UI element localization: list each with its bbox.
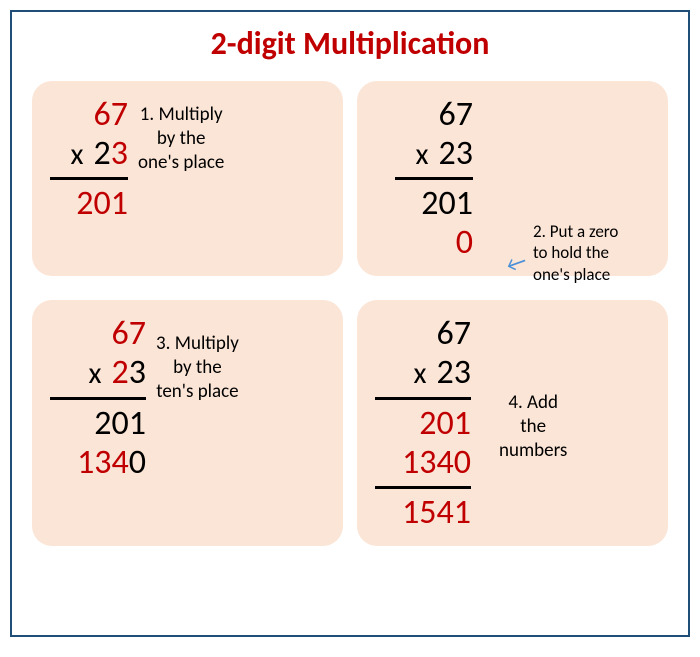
rule [375,397,471,400]
panel-grid: 67 x23 201 1. Multiply by the one's plac… [32,81,668,546]
rule [50,177,128,180]
p3-r1: 201 [94,404,146,443]
note-step-3: 3. Multiply by the ten's place [156,332,239,403]
rule [50,397,146,400]
note-step-2: 2. Put a zero to hold the one's place [533,221,618,285]
math-block-1: 67 x23 201 [50,95,128,223]
p4-top: 67 [437,314,471,353]
math-block-4: 67 x23 201 1340 1541 [375,314,471,531]
p1-top-d1: 6 [94,94,111,135]
p3-r2-0: 0 [129,442,146,483]
panel-step-4: 67 x23 201 1340 1541 4. Add the numbers [357,300,668,545]
page-title: 2-digit Multiplication [32,24,668,63]
p1-bot-d1: 2 [94,133,111,174]
times-sign: x [89,355,112,392]
panel-step-2: 67 x23 201 0 ↙ 2. Put a zero to hold the… [357,81,668,276]
math-block-2: 67 x23 201 0 [395,95,473,262]
p4-r2: 1340 [402,443,471,482]
panel-step-1: 67 x23 201 1. Multiply by the one's plac… [32,81,343,276]
p3-r2-134: 134 [77,442,129,483]
panel-step-3: 67 x23 201 1340 3. Multiply by the ten's… [32,300,343,545]
p2-top: 67 [439,95,473,134]
p4-sum: 1541 [402,493,471,532]
p3-top: 67 [112,314,146,353]
math-block-3: 67 x23 201 1340 [50,314,146,481]
p2-r1: 201 [421,184,473,223]
rule [375,486,471,489]
times-sign: x [71,136,94,173]
p1-top-d2: 7 [111,94,128,135]
p2-zero: 0 [456,223,473,262]
p1-result: 201 [76,184,128,223]
p1-bot-d2: 3 [111,133,128,174]
times-sign: x [416,136,439,173]
p4-bot: 23 [437,352,471,393]
rule [395,177,473,180]
times-sign: x [414,355,437,392]
p3-bot-d1: 2 [112,352,129,393]
arrow-icon: ↙ [502,246,531,279]
outer-frame: 2-digit Multiplication 67 x23 201 1. Mul… [10,10,690,637]
p3-bot-d2: 3 [129,352,146,393]
p4-r1: 201 [419,404,471,443]
note-step-1: 1. Multiply by the one's place [138,103,224,174]
p2-bot: 23 [439,133,473,174]
note-step-4: 4. Add the numbers [499,391,567,462]
